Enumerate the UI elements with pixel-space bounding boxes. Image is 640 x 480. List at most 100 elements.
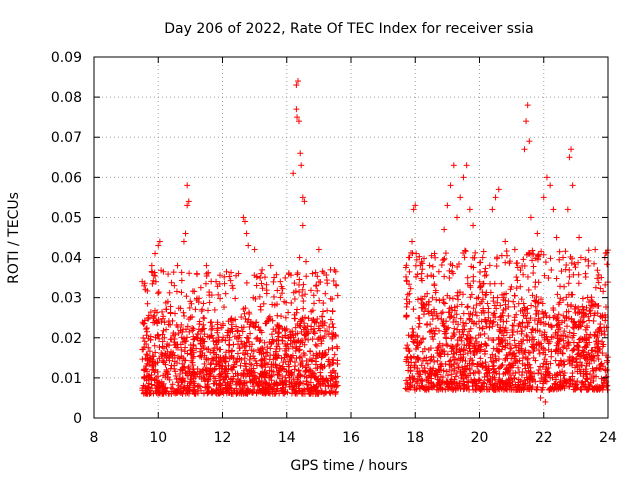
data-point: [247, 330, 254, 337]
data-point: [296, 289, 303, 296]
y-tick-label: 0.07: [51, 130, 82, 146]
data-point: [286, 374, 293, 381]
data-point: [291, 311, 298, 318]
data-point: [143, 341, 150, 348]
data-point: [227, 376, 234, 383]
data-point: [257, 306, 264, 313]
data-point: [454, 341, 461, 348]
data-point: [152, 250, 159, 257]
data-point: [472, 309, 479, 316]
data-point: [252, 319, 259, 326]
data-point: [554, 291, 561, 298]
data-point: [255, 382, 262, 389]
data-point: [236, 379, 243, 386]
data-point: [224, 385, 231, 392]
data-point: [195, 382, 202, 389]
data-point: [277, 364, 284, 371]
data-point: [314, 352, 321, 359]
data-point: [263, 281, 270, 288]
data-point: [513, 311, 520, 318]
data-point: [203, 273, 210, 280]
y-tick-label: 0.05: [51, 210, 82, 226]
data-point: [189, 288, 196, 295]
data-point: [490, 294, 497, 301]
data-point: [288, 299, 295, 306]
data-point: [235, 341, 242, 348]
data-point: [167, 365, 174, 372]
data-point: [214, 283, 221, 290]
data-point: [322, 290, 329, 297]
data-point: [563, 308, 570, 315]
data-point: [295, 281, 302, 288]
data-point: [579, 303, 586, 310]
data-point: [263, 290, 270, 297]
data-point: [312, 341, 319, 348]
data-point: [423, 321, 430, 328]
data-point: [328, 372, 335, 379]
data-point: [156, 335, 163, 342]
data-point: [234, 356, 241, 363]
data-point: [279, 373, 286, 380]
data-point: [582, 270, 589, 277]
data-point: [183, 293, 190, 300]
data-point: [313, 282, 320, 289]
data-point: [152, 349, 159, 356]
data-point: [185, 387, 192, 394]
data-point: [524, 102, 531, 109]
data-point: [531, 317, 538, 324]
data-point: [192, 306, 199, 313]
data-point: [324, 280, 331, 287]
data-point: [464, 304, 471, 311]
data-point: [143, 351, 150, 358]
data-point: [221, 280, 228, 287]
data-point: [563, 294, 570, 301]
data-point: [255, 323, 262, 330]
data-point: [267, 345, 274, 352]
data-point: [463, 162, 470, 169]
data-point: [274, 287, 281, 294]
data-point: [330, 367, 337, 374]
data-point: [591, 260, 598, 267]
data-point: [413, 250, 420, 257]
data-point: [217, 295, 224, 302]
data-point: [146, 348, 153, 355]
data-point: [242, 351, 249, 358]
data-point: [517, 283, 524, 290]
data-points: [139, 78, 611, 405]
data-point: [291, 280, 298, 287]
data-point: [291, 296, 298, 303]
data-point: [238, 356, 245, 363]
data-point: [299, 222, 306, 229]
data-point: [177, 327, 184, 334]
data-point: [467, 355, 474, 362]
data-point: [195, 330, 202, 337]
data-point: [207, 319, 214, 326]
data-point: [227, 328, 234, 335]
data-point: [502, 259, 509, 266]
data-point: [534, 230, 541, 237]
data-point: [242, 315, 249, 322]
data-point: [159, 315, 166, 322]
data-point: [497, 302, 504, 309]
data-point: [186, 304, 193, 311]
data-point: [409, 238, 416, 245]
data-point: [552, 357, 559, 364]
data-point: [406, 290, 413, 297]
data-point: [226, 273, 233, 280]
data-point: [570, 339, 577, 346]
data-point: [207, 361, 214, 368]
data-point: [481, 330, 488, 337]
data-point: [281, 325, 288, 332]
data-point: [564, 301, 571, 308]
data-point: [264, 344, 271, 351]
data-point: [256, 338, 263, 345]
data-point: [537, 363, 544, 370]
data-point: [315, 278, 322, 285]
data-point: [187, 378, 194, 385]
data-point: [246, 323, 253, 330]
data-point: [436, 340, 443, 347]
data-point: [233, 358, 240, 365]
data-point: [213, 387, 220, 394]
data-point: [321, 378, 328, 385]
data-point: [441, 226, 448, 233]
